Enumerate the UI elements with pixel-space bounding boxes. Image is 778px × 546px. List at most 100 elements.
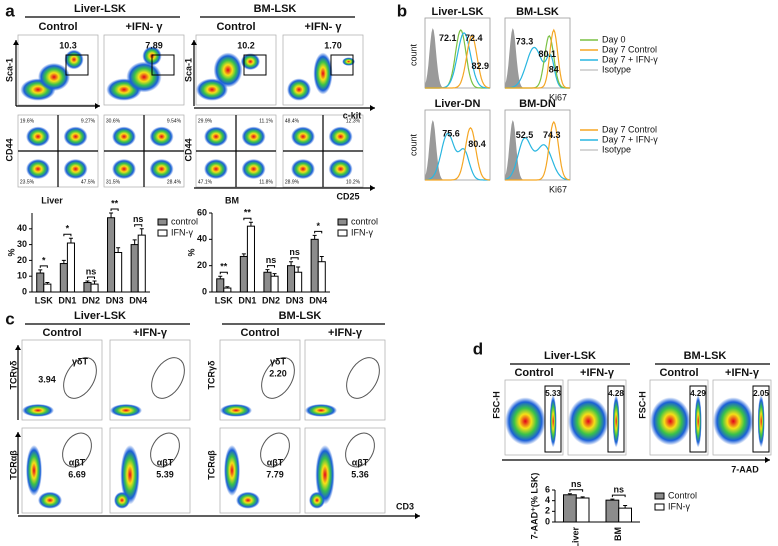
- legend-label: Day 7 Control: [602, 44, 657, 54]
- significance-bracket: [569, 489, 584, 492]
- bar: [216, 278, 225, 293]
- cell-cloud: [149, 126, 174, 147]
- label: Liver-LSK: [74, 3, 126, 15]
- cell-cloud: [240, 53, 260, 70]
- error-bar: [109, 212, 114, 218]
- histogram: [504, 137, 571, 181]
- label: Control: [42, 327, 81, 339]
- label: 12.3%: [346, 118, 361, 124]
- bar: [618, 507, 632, 523]
- histogram: [424, 132, 490, 181]
- significance-bracket: [314, 230, 323, 234]
- error-bar: [296, 266, 301, 273]
- significance-bracket: [290, 257, 299, 260]
- histogram: [425, 126, 491, 181]
- percent-label: 72.1: [439, 33, 457, 43]
- significance-bracket: [86, 276, 96, 279]
- significance: *: [42, 255, 46, 265]
- label: BM-LSK: [516, 6, 559, 18]
- cell-cloud: [549, 395, 557, 448]
- legend-label: Isotype: [602, 144, 631, 154]
- percent-label: 52.5: [516, 130, 534, 140]
- arrow-head: [370, 105, 375, 111]
- legend-label: Control: [668, 490, 697, 500]
- label: Control: [240, 327, 279, 339]
- cell-cloud: [149, 158, 174, 180]
- label: c: [5, 309, 14, 328]
- percent-label: 72.4: [465, 33, 483, 43]
- label: TCRγδ: [206, 360, 216, 390]
- histogram: [505, 120, 571, 181]
- label: γδT: [270, 356, 286, 366]
- error-bar: [567, 493, 572, 495]
- cell-cloud: [120, 445, 140, 505]
- label: Ki67: [549, 184, 567, 194]
- gate: [150, 432, 180, 468]
- percent-label: 75.6: [442, 128, 460, 138]
- gate: [261, 357, 295, 399]
- x-tick-label: DN2: [82, 295, 100, 305]
- error-bar: [116, 247, 121, 253]
- legend-swatch: [654, 492, 665, 500]
- label: 31.5%: [106, 179, 121, 185]
- error-bar: [319, 255, 324, 262]
- label: 9.27%: [81, 118, 96, 124]
- cell-cloud: [26, 158, 50, 180]
- cell-cloud: [22, 404, 54, 417]
- label: 10.2: [237, 40, 255, 50]
- histogram: [504, 46, 570, 89]
- cell-cloud: [126, 61, 162, 93]
- percent-label: 74.3: [543, 130, 561, 140]
- error-bar: [312, 234, 317, 240]
- bar: [605, 499, 620, 523]
- label: CD44: [183, 138, 193, 161]
- label: 5.33: [545, 389, 561, 398]
- histogram: [425, 34, 491, 89]
- label: Control: [216, 21, 255, 33]
- label: αβT: [157, 457, 174, 467]
- label: 28.4%: [167, 179, 182, 185]
- bar: [90, 283, 99, 293]
- bar: [83, 282, 92, 293]
- label: Sca-1: [4, 58, 14, 82]
- label: 3.94: [38, 374, 56, 384]
- cell-cloud: [287, 78, 311, 101]
- legend-swatch: [654, 503, 665, 511]
- gate: [151, 357, 185, 399]
- gate: [151, 54, 175, 76]
- cell-cloud: [305, 404, 337, 417]
- label: +IFN-γ: [580, 367, 615, 379]
- label: 5.39: [156, 469, 174, 479]
- label: Sca-1: [183, 58, 193, 82]
- gate: [544, 385, 562, 453]
- legend-label: IFN-γ: [171, 227, 193, 237]
- label: BM: [225, 195, 239, 205]
- cell-cloud: [112, 126, 136, 147]
- gate: [63, 357, 97, 399]
- label: 4.29: [690, 389, 706, 398]
- label: %: [6, 248, 16, 256]
- gate: [243, 54, 267, 76]
- label: Control: [514, 367, 553, 379]
- error-bar: [218, 275, 223, 279]
- y-tick-label: 40: [17, 223, 27, 233]
- gate: [330, 54, 354, 76]
- label: 48.4%: [285, 118, 300, 124]
- bar: [107, 217, 116, 293]
- error-bar: [45, 282, 50, 285]
- cell-cloud: [213, 52, 243, 88]
- gate: [607, 385, 625, 453]
- bar: [223, 287, 232, 293]
- percent-label: 84: [549, 64, 559, 74]
- label: 7-AAD: [731, 464, 759, 474]
- arrow-head: [95, 103, 100, 109]
- isotype-histogram: [425, 28, 490, 89]
- label: Control: [659, 367, 698, 379]
- bar: [294, 271, 303, 293]
- cell-cloud: [568, 397, 609, 446]
- y-tick-label: 2: [545, 506, 550, 516]
- label: 7.79: [266, 469, 284, 479]
- error-bar: [272, 273, 277, 277]
- cell-cloud: [505, 397, 546, 446]
- significance-bracket: [39, 265, 48, 268]
